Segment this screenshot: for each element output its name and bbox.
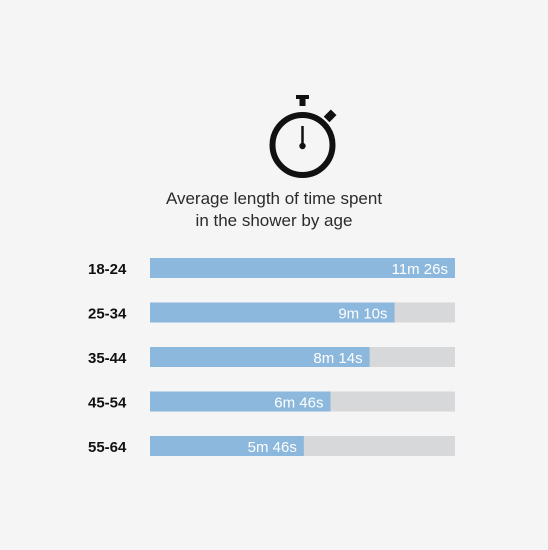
category-label: 35-44 [88, 350, 127, 367]
value-label: 6m 46s [274, 395, 323, 412]
chart-title-line-2: in the shower by age [195, 211, 353, 230]
bar-row-35-44: 35-44 8m 14s [88, 347, 455, 367]
stopwatch-icon [269, 95, 337, 178]
bar-row-55-64: 55-64 5m 46s [88, 436, 455, 456]
category-label: 55-64 [88, 439, 127, 456]
bar [150, 347, 370, 367]
bar [150, 436, 304, 456]
value-label: 11m 26s [392, 261, 448, 278]
category-label: 18-24 [88, 261, 127, 278]
bar [150, 258, 455, 278]
chart-title-line-1: Average length of time spent [165, 189, 383, 208]
value-label: 5m 46s [248, 439, 297, 456]
bar-row-45-54: 45-54 6m 46s [88, 391, 455, 412]
category-label: 25-34 [88, 306, 127, 323]
value-label: 9m 10s [338, 306, 387, 323]
category-label: 45-54 [88, 395, 127, 412]
bar [150, 302, 395, 323]
chart-title: Average length of time spent in the show… [0, 188, 548, 232]
bar-row-25-34: 25-34 9m 10s [88, 302, 455, 323]
bar-row-18-24: 18-24 11m 26s [88, 258, 455, 278]
bar [150, 391, 331, 412]
value-label: 8m 14s [313, 350, 362, 367]
